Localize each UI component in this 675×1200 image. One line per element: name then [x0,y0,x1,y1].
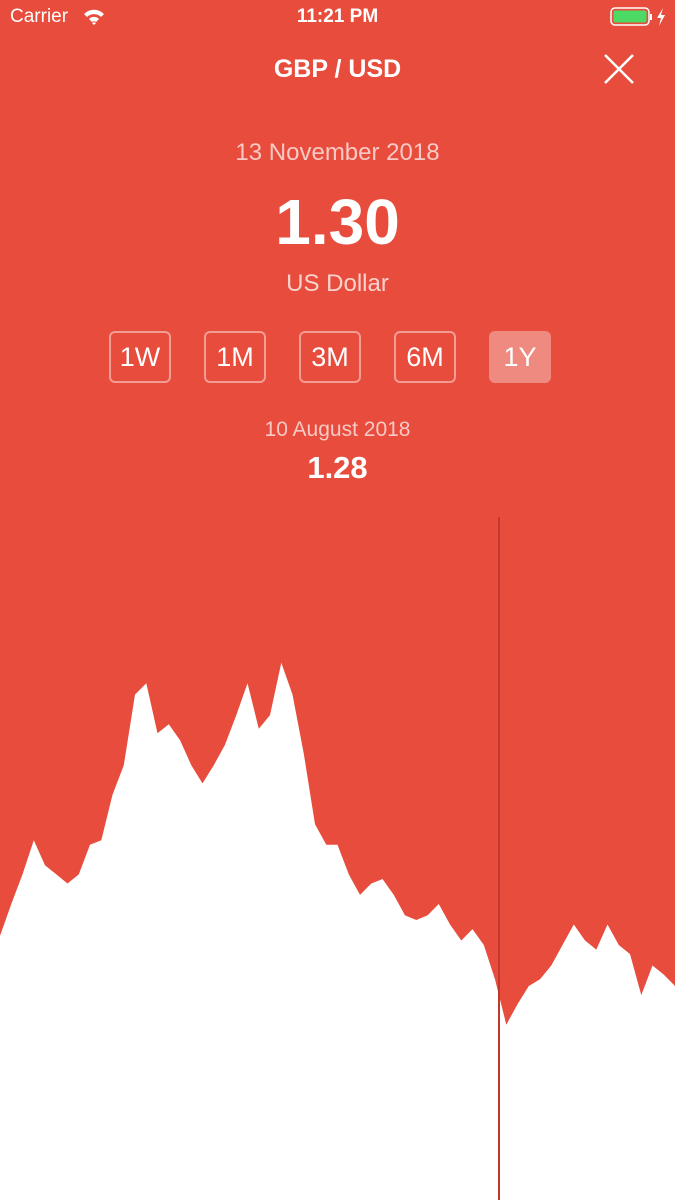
range-button[interactable]: 3M [299,331,361,383]
selected-date: 10 August 2018 [264,418,411,441]
carrier: Carrier [10,6,69,27]
range-selector: 1W 1M 3M 6M 1Y [109,331,551,383]
range-button[interactable]: 6M [394,331,456,383]
rate-area [0,662,675,1200]
selected-value: 1.28 [307,450,368,485]
battery-icon [610,7,665,26]
clock: 11:21 PM [296,6,379,27]
range-button[interactable]: 1M [204,331,266,383]
currency-name: US Dollar [286,270,389,297]
close-button[interactable] [603,53,635,85]
range-button[interactable]: 1Y [489,331,551,383]
range-button[interactable]: 1W [109,331,171,383]
rate: 1.30 [275,186,400,258]
rate-date: 13 November 2018 [235,139,440,166]
wifi-icon [84,9,104,25]
pair-title: GBP / USD [273,55,402,83]
